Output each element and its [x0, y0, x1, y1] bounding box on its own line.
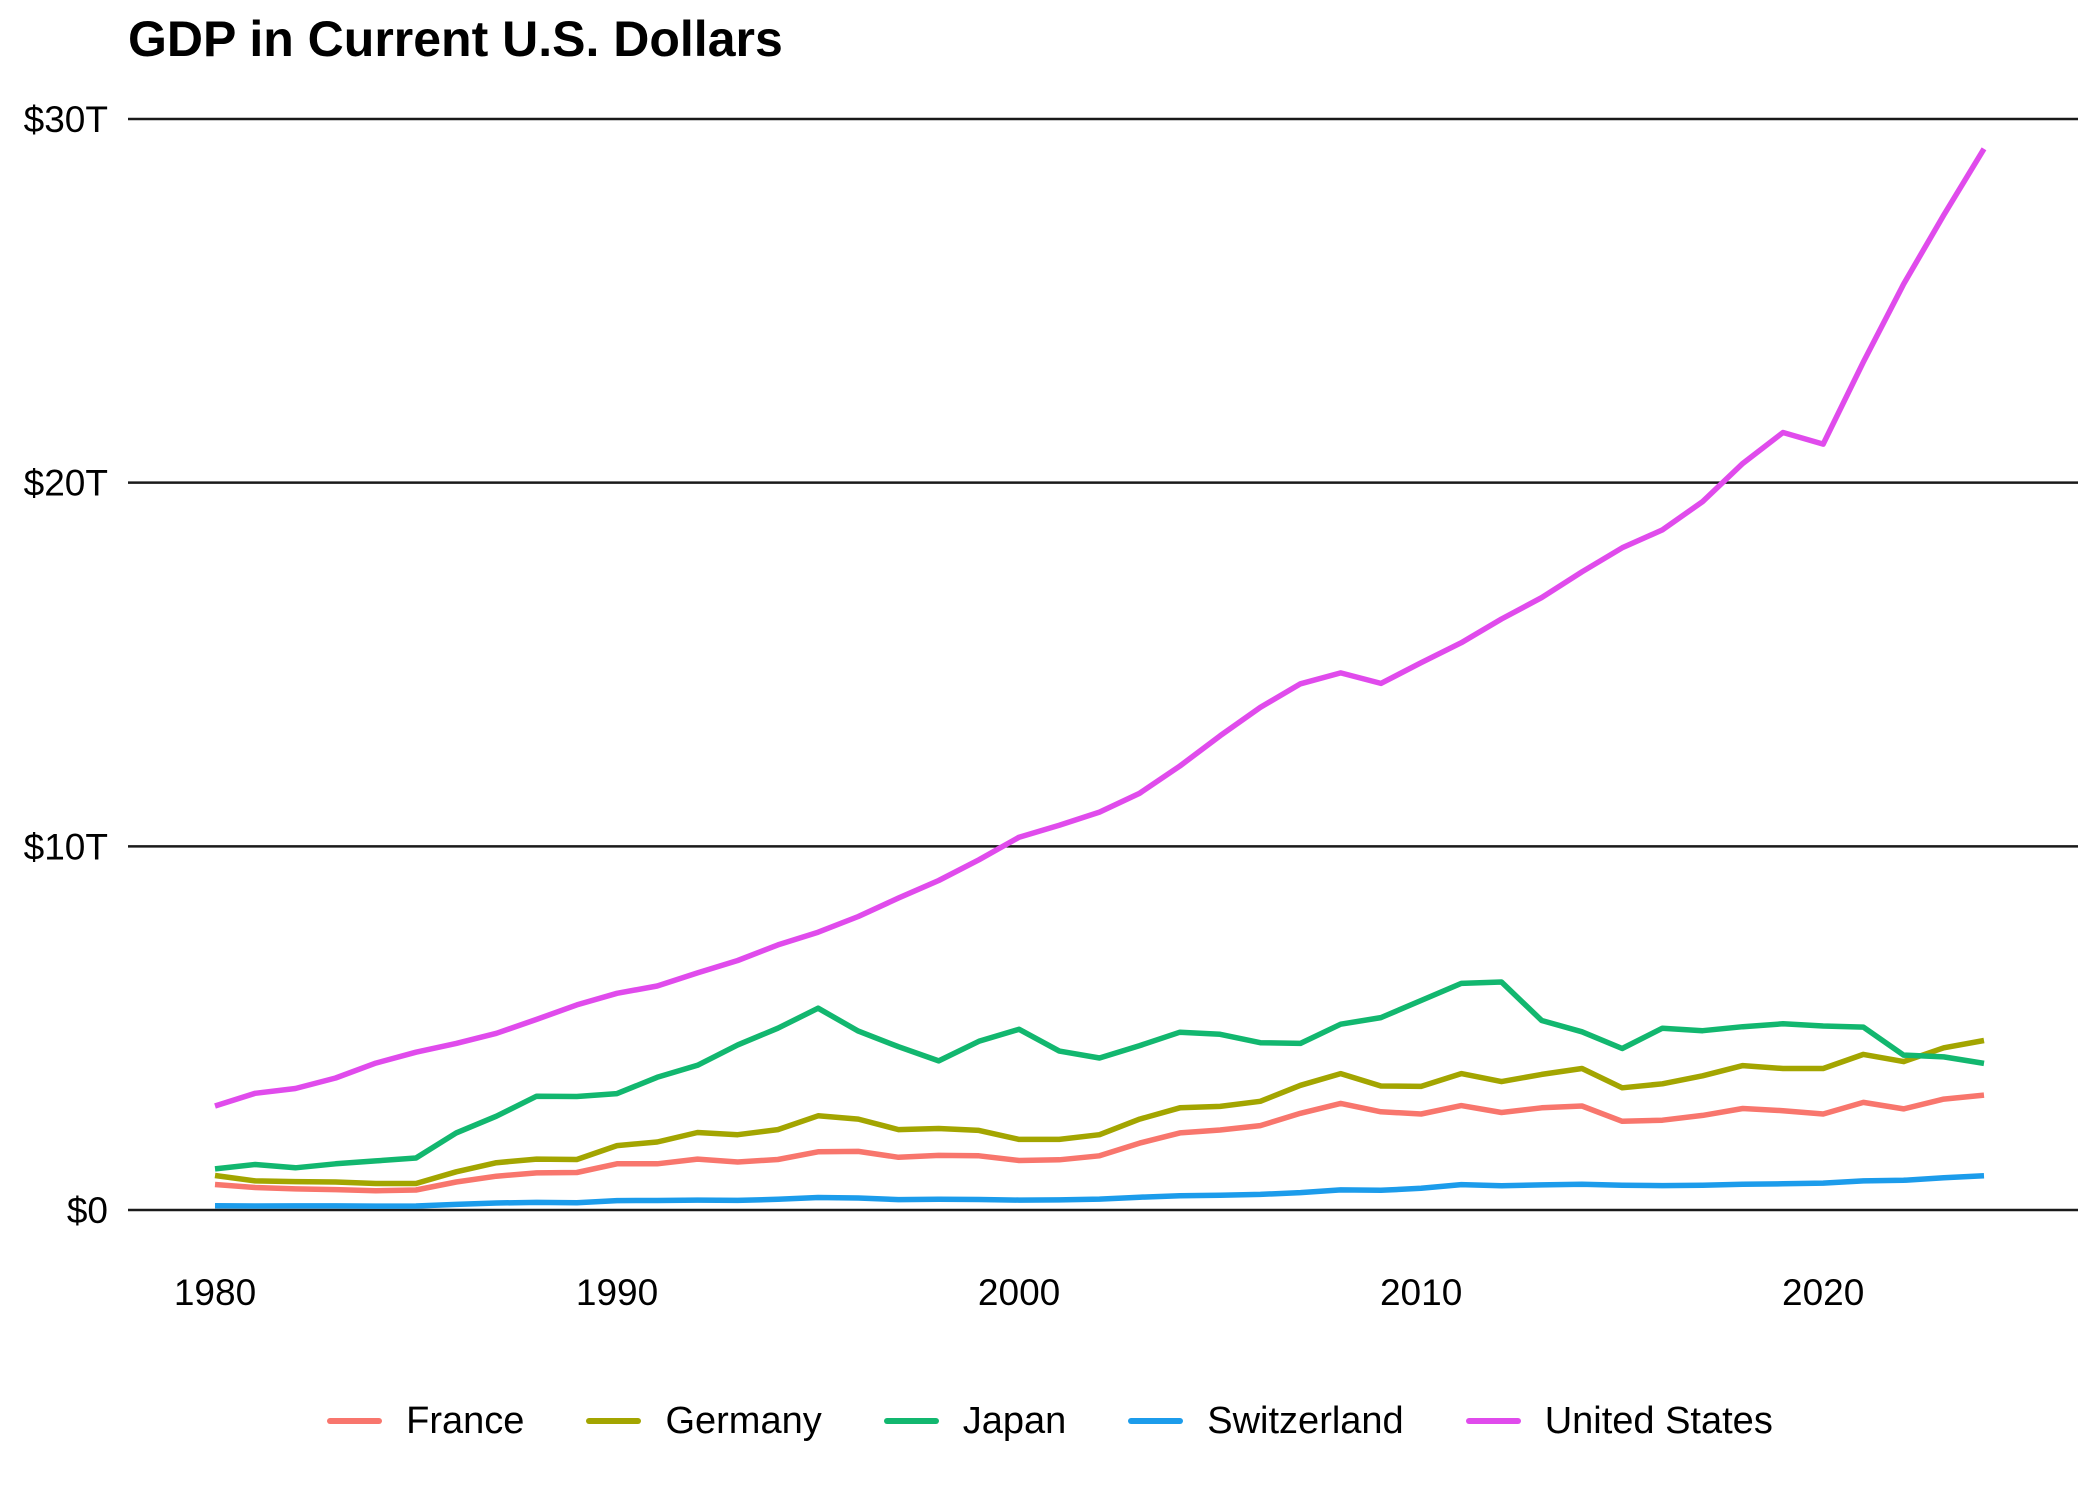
plot-area: $0 $10T $20T $30T 1980 1990 2000 2010 2020 — [24, 99, 2078, 1313]
y-tick-label: $20T — [24, 463, 108, 504]
legend-label: United States — [1544, 1400, 1773, 1442]
y-tick-label: $0 — [67, 1190, 108, 1231]
x-tick-label: 2010 — [1380, 1272, 1462, 1313]
legend-item-france: France — [327, 1402, 524, 1440]
legend-item-japan: Japan — [883, 1400, 1067, 1442]
legend-label: Switzerland — [1207, 1400, 1404, 1442]
legend-swatch-icon — [586, 1418, 642, 1424]
y-tick-label: $30T — [24, 99, 108, 140]
series-line-japan — [214, 979, 1985, 1172]
series-layer — [214, 147, 1987, 1209]
x-tick-label: 1980 — [174, 1272, 256, 1313]
series-line-germany — [214, 1037, 1985, 1187]
x-tick-label: 2000 — [978, 1272, 1060, 1313]
y-tick-label: $10T — [24, 826, 108, 867]
legend-item-germany: Germany — [586, 1400, 822, 1442]
series-line-france — [214, 1092, 1985, 1194]
legend-label: Japan — [962, 1400, 1067, 1442]
legend-item-united-states: United States — [1465, 1400, 1773, 1442]
series-line-switzerland — [214, 1172, 1985, 1209]
legend-swatch-icon — [1128, 1418, 1184, 1424]
legend: France Germany Japan Switzerland United Stat… — [0, 1402, 2100, 1440]
legend-swatch-icon — [327, 1418, 383, 1424]
legend-item-switzerland: Switzerland — [1128, 1400, 1404, 1442]
legend-swatch-icon — [1465, 1418, 1521, 1424]
legend-label: Germany — [665, 1400, 822, 1442]
axis-labels-layer: $0 $10T $20T $30T 1980 1990 2000 2010 2020 — [24, 99, 1865, 1313]
x-tick-label: 1990 — [576, 1272, 658, 1313]
chart-title: GDP in Current U.S. Dollars — [128, 11, 783, 67]
grid-layer — [128, 117, 2078, 1212]
legend-label: France — [406, 1400, 525, 1442]
series-line-united-states — [214, 147, 1987, 1109]
legend-swatch-icon — [883, 1418, 939, 1424]
x-tick-label: 2020 — [1782, 1272, 1864, 1313]
